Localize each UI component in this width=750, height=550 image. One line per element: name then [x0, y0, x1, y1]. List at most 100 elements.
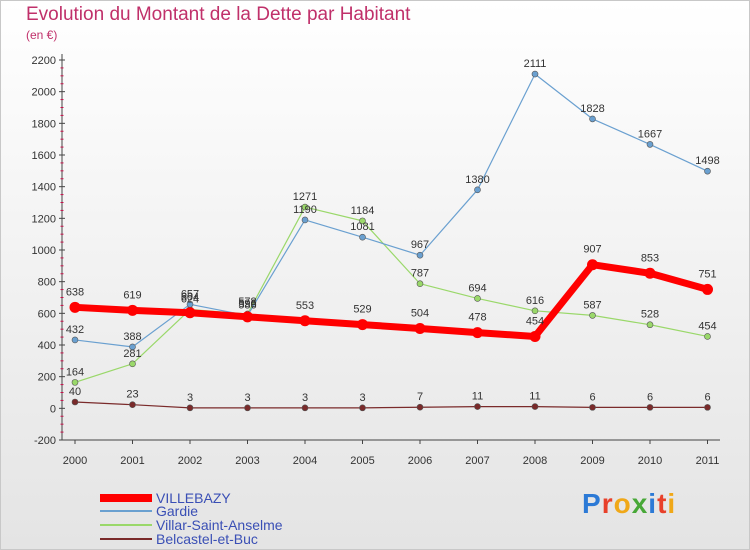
legend-swatch [100, 538, 152, 540]
x-tick-label: 2001 [120, 455, 144, 467]
data-point [529, 330, 541, 342]
x-tick-label: 2005 [350, 455, 374, 467]
legend-label: Gardie [156, 503, 199, 519]
data-point [531, 403, 539, 410]
legend-swatch [100, 494, 152, 502]
series-line-villar-saint-anselme [74, 206, 709, 383]
logo-letter: t [657, 488, 668, 519]
x-tick-label: 2002 [178, 455, 202, 467]
data-point [704, 333, 711, 340]
y-tick-label: 2000 [32, 87, 56, 99]
data-label: 1184 [351, 205, 375, 217]
data-point [704, 167, 711, 175]
data-point [416, 251, 424, 259]
y-tick-label: 600 [38, 308, 56, 320]
data-label: 3 [244, 392, 250, 404]
data-point [129, 401, 136, 408]
series-line-belcastel-et-buc [74, 401, 709, 409]
data-point [301, 404, 309, 412]
chart-unit: (en €) [26, 28, 58, 42]
data-point [704, 404, 711, 411]
data-label: 454 [698, 320, 716, 332]
data-point [646, 321, 654, 329]
data-point [71, 398, 79, 406]
data-point [472, 327, 483, 339]
data-label: 529 [353, 304, 371, 316]
data-point [414, 323, 426, 335]
data-label: 388 [123, 331, 141, 343]
data-point [71, 379, 79, 386]
x-tick-label: 2004 [293, 455, 317, 467]
data-point [587, 259, 598, 271]
data-point [702, 283, 713, 295]
data-label: 454 [526, 315, 544, 327]
data-label: 6 [589, 391, 595, 403]
data-label: 586 [238, 300, 256, 312]
logo-letter: r [601, 488, 614, 519]
data-label: 967 [411, 239, 429, 251]
y-tick-label: 1800 [32, 118, 56, 130]
data-point [69, 301, 81, 313]
data-label: 907 [583, 244, 601, 256]
data-label: 604 [181, 292, 199, 304]
x-tick-label: 2008 [523, 455, 547, 467]
data-label: 1498 [695, 155, 719, 167]
proxiti-logo: Proxiti [582, 488, 676, 520]
data-label: 281 [123, 348, 141, 360]
data-label: 504 [411, 308, 429, 320]
data-label: 3 [187, 392, 193, 404]
data-point [474, 295, 481, 302]
data-label: 619 [123, 289, 141, 301]
data-point [71, 336, 79, 344]
y-tick-label: 1000 [32, 245, 56, 257]
data-label: 1081 [350, 221, 374, 233]
data-point [357, 319, 368, 331]
data-label: 1271 [293, 191, 317, 203]
data-point [589, 312, 596, 319]
legend-item: Belcastel-et-Buc [100, 531, 258, 547]
data-point [184, 307, 196, 319]
data-point [646, 404, 654, 411]
legend-item: Villar-Saint-Anselme [100, 517, 283, 533]
data-point [589, 115, 596, 123]
data-point [589, 404, 596, 411]
data-point [359, 233, 366, 241]
data-point [127, 304, 138, 316]
data-label: 2111 [524, 58, 547, 70]
data-label: 40 [69, 386, 81, 398]
y-tick-label: 200 [38, 372, 56, 384]
data-point [474, 403, 481, 410]
data-point [359, 404, 366, 412]
legend-label: VILLEBAZY [156, 490, 231, 506]
data-label: 432 [66, 324, 84, 336]
data-label: 164 [66, 366, 84, 378]
x-tick-label: 2006 [408, 455, 432, 467]
data-label: 478 [468, 312, 486, 324]
logo-letter: i [648, 488, 658, 519]
data-label: 7 [417, 391, 423, 403]
data-labels: 638 619 604 578 553 529 504 478 454 907 853 751 432 3… [66, 58, 720, 404]
x-tick-label: 2007 [465, 455, 489, 467]
data-label: 616 [526, 295, 544, 307]
data-label: 787 [411, 268, 429, 280]
legend-swatch [100, 524, 152, 526]
logo-letter: P [582, 488, 602, 519]
data-label: 23 [126, 389, 138, 401]
y-tick-label: 1400 [32, 182, 56, 194]
x-tick-label: 2011 [696, 455, 720, 467]
data-label: 11 [472, 391, 483, 403]
data-label: 1380 [465, 174, 489, 186]
y-tick-label: 2200 [32, 55, 56, 67]
x-tick-label: 2003 [235, 455, 259, 467]
data-point [531, 307, 539, 315]
data-label: 578 [238, 296, 256, 308]
data-label: 11 [529, 391, 540, 403]
data-label: 853 [641, 252, 659, 264]
data-label: 751 [698, 268, 716, 280]
data-point [416, 403, 424, 411]
data-label: 1667 [638, 128, 662, 140]
data-label: 553 [296, 300, 314, 312]
logo-letter: o [613, 488, 632, 519]
axes: -200 0 200 400 600 800 1000 1200 1400 1600 1800 200… [32, 54, 720, 467]
data-label: 3 [359, 392, 365, 404]
